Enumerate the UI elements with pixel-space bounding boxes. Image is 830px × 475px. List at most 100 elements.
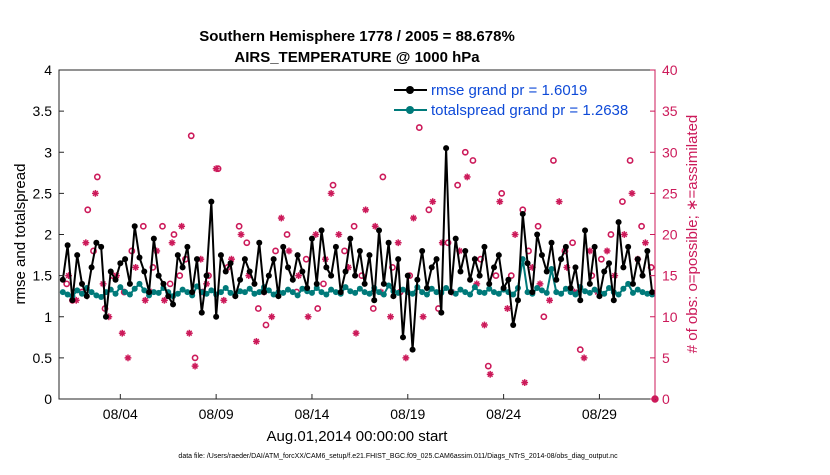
- rmse-series-line: [61, 148, 654, 350]
- obs-assimilated-point: [212, 165, 220, 173]
- obs-assimilated-stroke: [335, 231, 342, 238]
- x-tick-label: 08/09: [199, 406, 234, 422]
- legend-spread-marker: [406, 106, 414, 114]
- rmse-point: [404, 272, 411, 279]
- rmse-point: [136, 254, 143, 261]
- spread-point: [376, 289, 383, 296]
- rmse-point: [184, 243, 191, 250]
- obs-assimilated-point: [237, 231, 245, 238]
- obs-assimilated-stroke: [186, 330, 193, 337]
- obs-assimilated-stroke: [82, 239, 89, 246]
- rmse-point: [174, 252, 181, 259]
- obs-assimilated-point: [161, 296, 168, 304]
- spread-point: [299, 285, 306, 292]
- rmse-point: [131, 223, 138, 230]
- spread-point: [452, 290, 459, 297]
- y-tick-label: 2.5: [33, 185, 53, 201]
- spread-point: [558, 290, 565, 297]
- obs-assimilated-point: [394, 239, 402, 247]
- obs-assimilated-stroke: [161, 297, 168, 304]
- spread-point: [347, 288, 354, 295]
- rmse-point: [414, 276, 421, 283]
- spread-point: [380, 291, 387, 298]
- obs-assimilated-stroke: [192, 363, 198, 370]
- obs-assimilated-stroke: [402, 354, 409, 361]
- obs-possible-point: [415, 124, 423, 131]
- obs-assimilated-point: [132, 264, 140, 271]
- obs-assimilated-stroke: [178, 223, 185, 230]
- obs-assimilated-stroke: [305, 313, 312, 320]
- y2-tick-label: 40: [662, 62, 678, 78]
- spread-point: [112, 290, 119, 297]
- spread-point: [385, 282, 392, 289]
- spread-point: [423, 291, 430, 298]
- obs-assimilated-point: [220, 296, 228, 304]
- rmse-point: [318, 227, 325, 234]
- spread-point: [270, 291, 277, 298]
- spread-point: [222, 284, 229, 291]
- rmse-point: [78, 280, 85, 287]
- y2-tick-label: 30: [662, 144, 678, 160]
- obs-assimilated-point: [481, 321, 488, 329]
- rmse-point: [586, 280, 593, 287]
- spread-point: [289, 289, 296, 296]
- spread-point: [174, 290, 181, 297]
- obs-assimilated-point: [371, 222, 379, 230]
- obs-assimilated-point: [185, 329, 193, 337]
- obs-possible-point: [187, 132, 195, 140]
- rmse-point: [572, 264, 579, 271]
- obs-assimilated-point: [555, 198, 563, 205]
- obs-assimilated-stroke: [420, 313, 427, 320]
- obs-assimilated-stroke: [213, 165, 220, 172]
- chart-title: Southern Hemisphere 1778 / 2005 = 88.678…: [199, 28, 515, 45]
- spread-point: [332, 289, 339, 296]
- spread-point: [409, 290, 416, 297]
- rmse-point: [443, 145, 450, 152]
- obs-assimilated-stroke: [169, 239, 175, 246]
- spread-point: [285, 286, 292, 293]
- obs-assimilated-point: [312, 231, 320, 238]
- obs-assimilated-point: [178, 222, 186, 230]
- rmse-point: [265, 272, 272, 279]
- rmse-point: [208, 198, 215, 205]
- obs-possible-point: [369, 305, 377, 312]
- obs-assimilated-stroke: [286, 248, 292, 254]
- spread-point: [457, 286, 464, 293]
- y2-tick-label: 5: [662, 350, 670, 366]
- spread-point: [467, 291, 474, 298]
- spread-point: [538, 287, 545, 294]
- chart-subtitle: AIRS_TEMPERATURE @ 1000 hPa: [234, 49, 480, 66]
- obs-possible-point: [638, 222, 645, 230]
- rmse-point: [150, 235, 157, 242]
- obs-assimilated-stroke: [487, 371, 494, 378]
- rmse-point: [606, 260, 613, 267]
- obs-assimilated-stroke: [581, 354, 588, 361]
- rmse-point: [246, 268, 253, 275]
- rmse-point: [510, 321, 517, 328]
- obs-possible-point: [379, 173, 387, 181]
- obs-possible-point: [93, 173, 101, 181]
- rmse-point: [447, 289, 454, 296]
- spread-point: [155, 289, 162, 296]
- obs-assimilated-point: [362, 206, 370, 214]
- obs-assimilated-point: [92, 189, 99, 197]
- rmse-point: [591, 243, 598, 250]
- rmse-point: [304, 284, 311, 291]
- x-tick-label: 08/19: [390, 406, 425, 422]
- obs-assimilated-point: [546, 296, 553, 304]
- spread-point: [510, 291, 517, 298]
- rmse-point: [495, 252, 502, 259]
- obs-assimilated-stroke: [512, 231, 519, 238]
- obs-assimilated-point: [521, 379, 529, 386]
- rmse-point: [193, 256, 200, 263]
- rmse-point: [629, 280, 636, 287]
- obs-assimilated-point: [419, 313, 427, 321]
- obs-assimilated-point: [327, 189, 335, 197]
- rmse-point: [419, 247, 426, 254]
- obs-assimilated-stroke: [410, 215, 417, 221]
- spread-point: [495, 290, 502, 297]
- rmse-point: [112, 276, 119, 283]
- y2-tick-label: 20: [662, 227, 678, 243]
- rmse-point: [620, 264, 627, 271]
